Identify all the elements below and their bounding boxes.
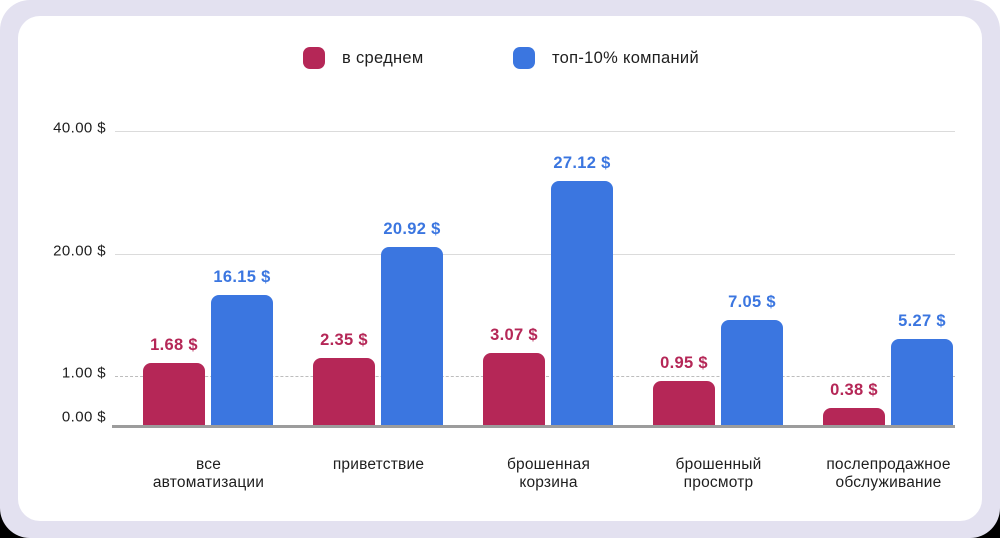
category-label-line: послепродажное bbox=[826, 456, 951, 473]
bar-value-label: 27.12 $ bbox=[553, 154, 611, 172]
legend-item-label: топ-10% компаний bbox=[552, 48, 699, 67]
bar-value-label: 1.68 $ bbox=[150, 336, 198, 354]
category-label-line: автоматизации bbox=[152, 473, 265, 491]
y-axis-tick-label: 40.00 $ bbox=[53, 119, 106, 137]
bar-value-label: 2.35 $ bbox=[320, 331, 368, 349]
bar-top10 bbox=[381, 247, 443, 425]
bar-average bbox=[653, 381, 715, 425]
bar-value-label: 0.38 $ bbox=[830, 381, 878, 399]
chart-card bbox=[18, 16, 982, 521]
bar-top10 bbox=[721, 320, 783, 425]
y-axis-tick-label: 1.00 $ bbox=[61, 364, 106, 382]
x-axis-category-label: послепродажное обслуживание bbox=[803, 456, 975, 491]
bar-value-label: 0.95 $ bbox=[660, 354, 708, 372]
category-label-line: приветствие bbox=[332, 456, 425, 473]
legend-item: топ-10% компаний bbox=[513, 46, 699, 70]
bar-value-label: 7.05 $ bbox=[728, 293, 776, 311]
legend-swatch-icon bbox=[513, 47, 535, 69]
bar-value-label: 5.27 $ bbox=[898, 312, 946, 330]
y-axis-tick-label: 20.00 $ bbox=[53, 242, 106, 260]
bar-average bbox=[313, 358, 375, 425]
bar-top10 bbox=[551, 181, 613, 425]
x-axis-baseline bbox=[112, 425, 955, 428]
category-label-line: обслуживание bbox=[835, 473, 942, 491]
bar-top10 bbox=[211, 295, 273, 425]
category-label-line: брошенная bbox=[506, 456, 591, 473]
x-axis-category-label: все автоматизации bbox=[123, 456, 295, 491]
x-axis-category-label: брошенная корзина bbox=[463, 456, 635, 491]
y-gridline bbox=[115, 254, 955, 255]
bar-average bbox=[143, 363, 205, 425]
bar-value-label: 3.07 $ bbox=[490, 326, 538, 344]
legend-item: в среднем bbox=[303, 46, 424, 70]
bar-average bbox=[483, 353, 545, 425]
category-label-line: все bbox=[195, 456, 222, 473]
x-axis-category-label: брошенный просмотр bbox=[633, 456, 805, 491]
category-label-line: просмотр bbox=[683, 473, 754, 491]
x-axis-category-label: приветствие bbox=[293, 456, 465, 474]
category-label-line: брошенный bbox=[675, 456, 762, 473]
bar-value-label: 20.92 $ bbox=[383, 220, 441, 238]
legend-swatch-icon bbox=[303, 47, 325, 69]
bar-top10 bbox=[891, 339, 953, 425]
bar-average bbox=[823, 408, 885, 425]
y-gridline bbox=[115, 131, 955, 132]
y-axis-tick-label: 0.00 $ bbox=[61, 408, 106, 426]
legend-item-label: в среднем bbox=[342, 48, 424, 67]
bar-value-label: 16.15 $ bbox=[213, 268, 271, 286]
category-label-line: корзина bbox=[519, 473, 578, 491]
